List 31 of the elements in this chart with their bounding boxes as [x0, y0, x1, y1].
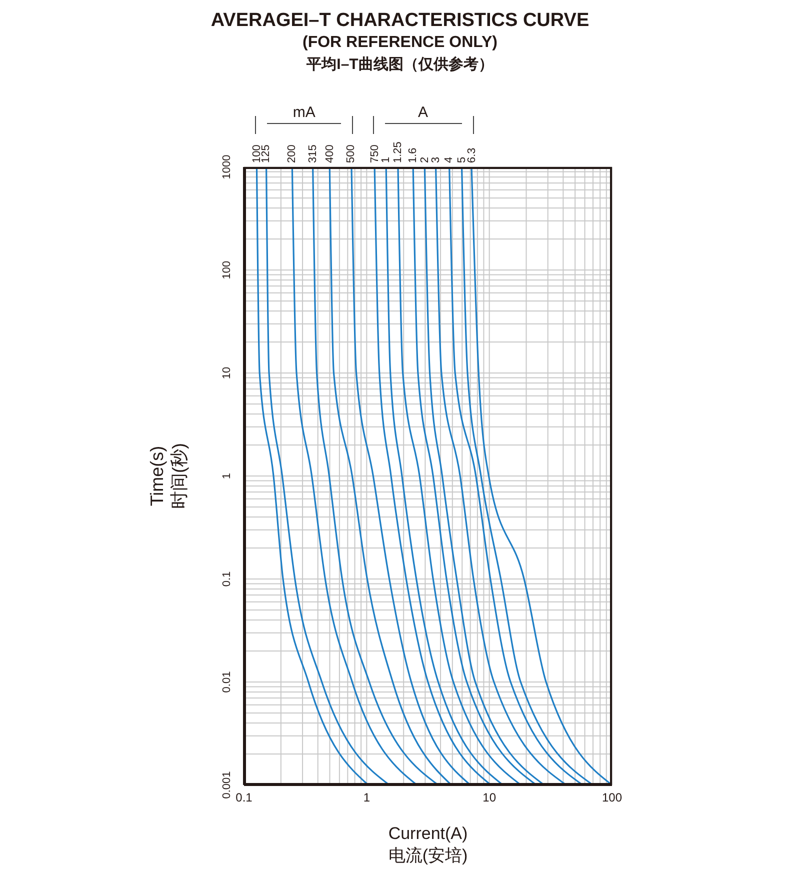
text: 125	[260, 144, 272, 163]
y-tick-label: 0.001	[221, 771, 233, 799]
text: 5	[456, 156, 468, 163]
y-axis-title: Time(s) 时间(秒)	[146, 443, 190, 509]
text: 200	[286, 144, 298, 163]
text: 6.3	[466, 148, 478, 163]
text: 400	[324, 144, 336, 163]
text: 2	[418, 156, 431, 163]
text: 4	[443, 156, 456, 163]
y-tick-label: 1000	[221, 154, 233, 180]
x-tick-label: 1	[363, 790, 370, 805]
text: A	[417, 104, 430, 121]
x-axis-title: Current(A) 电流(安培)	[387, 823, 469, 867]
chart-title: AVERAGEI–T CHARACTERISTICS CURVE	[210, 10, 590, 32]
text: 3	[430, 156, 442, 163]
y-tick-label: 100	[221, 260, 233, 280]
text: 1	[380, 156, 392, 163]
y-tick-label: 0.01	[221, 671, 233, 693]
y-tick-label: 10	[221, 366, 233, 380]
text: 315	[306, 144, 319, 163]
text: 1.6	[407, 148, 420, 163]
text: mA	[292, 104, 316, 121]
x-tick-label: 100	[602, 790, 622, 805]
x-tick-label: 0.1	[236, 790, 253, 805]
y-tick-label: 1	[221, 472, 233, 480]
y-tick-label: 0.1	[221, 571, 233, 587]
text: 750	[368, 144, 381, 163]
text: 500	[345, 144, 358, 163]
chart-subtitle: (FOR REFERENCE ONLY) 平均I–T曲线图（仅供参考）	[302, 33, 498, 75]
text: 1.25	[392, 142, 404, 163]
x-tick-label: 10	[482, 790, 496, 805]
